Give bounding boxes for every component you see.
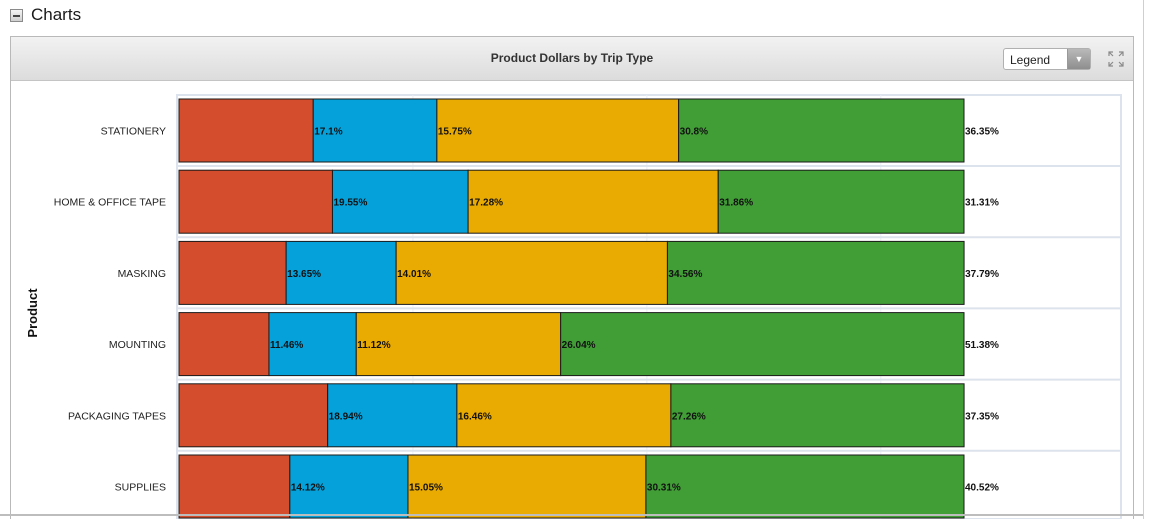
- bar-segment: [178, 383, 329, 448]
- bar-segment: [717, 169, 965, 234]
- chevron-down-icon: ▼: [1067, 49, 1090, 69]
- section-title: Charts: [31, 5, 82, 24]
- collapse-icon[interactable]: [10, 8, 23, 22]
- data-label: 34.56%: [668, 269, 702, 280]
- end-data-label: 40.52%: [965, 483, 999, 494]
- bar-segment: [178, 312, 270, 377]
- expand-icon[interactable]: [1108, 51, 1124, 67]
- bar-segment: [395, 240, 668, 305]
- bar-segment: [178, 169, 333, 234]
- bar-segment: [327, 383, 458, 448]
- data-label: 17.28%: [469, 198, 503, 209]
- bar-segment: [178, 240, 287, 305]
- category-label: STATIONERY: [101, 126, 166, 138]
- end-data-label: 37.35%: [965, 411, 999, 422]
- bar-segment: [560, 312, 965, 377]
- data-label: 13.65%: [287, 269, 321, 280]
- category-label: SUPPLIES: [115, 482, 166, 494]
- bar-segment: [666, 240, 965, 305]
- category-label: HOME & OFFICE TAPE: [54, 197, 166, 209]
- data-label: 11.46%: [270, 340, 303, 351]
- end-data-label: 36.35%: [965, 127, 999, 138]
- chart-title: Product Dollars by Trip Type: [490, 51, 654, 65]
- bottom-divider: [0, 514, 1143, 516]
- data-label: 15.05%: [409, 483, 443, 494]
- end-data-label: 37.79%: [965, 269, 999, 280]
- legend-dropdown[interactable]: Legend ▼: [1003, 48, 1091, 70]
- category-label: PACKAGING TAPES: [68, 410, 166, 422]
- bar-segment: [467, 169, 719, 234]
- category-label: MASKING: [118, 268, 166, 280]
- data-label: 14.12%: [291, 483, 325, 494]
- right-divider: [1143, 0, 1144, 519]
- bar-segment: [355, 312, 562, 377]
- bar-segment: [331, 169, 469, 234]
- data-label: 18.94%: [329, 411, 363, 422]
- end-data-label: 31.31%: [965, 198, 999, 209]
- legend-dropdown-value: Legend: [1010, 53, 1051, 67]
- data-label: 31.86%: [719, 198, 753, 209]
- bar-segment: [178, 98, 314, 163]
- data-label: 19.55%: [333, 198, 367, 209]
- bar-segment: [268, 312, 357, 377]
- bar-segment: [407, 454, 647, 519]
- end-data-label: 51.38%: [965, 340, 999, 351]
- data-label: 15.75%: [438, 127, 472, 138]
- data-label: 16.46%: [458, 411, 492, 422]
- bar-segment: [678, 98, 965, 163]
- section-header: Charts: [10, 3, 81, 27]
- chart-panel-header: Product Dollars by Trip Type Legend ▼: [11, 37, 1133, 81]
- bar-segment: [178, 454, 291, 519]
- bar-segment: [670, 383, 965, 448]
- data-label: 26.04%: [562, 340, 596, 351]
- y-axis-title: Product: [25, 288, 40, 338]
- data-label: 14.01%: [397, 269, 431, 280]
- data-label: 30.31%: [647, 483, 681, 494]
- bar-segment: [285, 240, 397, 305]
- data-label: 11.12%: [357, 340, 390, 351]
- category-label: MOUNTING: [109, 339, 166, 351]
- bar-segment: [645, 454, 965, 519]
- data-label: 30.8%: [680, 127, 708, 138]
- bar-segment: [456, 383, 672, 448]
- data-label: 17.1%: [314, 127, 342, 138]
- data-label: 27.26%: [672, 411, 706, 422]
- bar-segment: [289, 454, 409, 519]
- bar-segment: [436, 98, 680, 163]
